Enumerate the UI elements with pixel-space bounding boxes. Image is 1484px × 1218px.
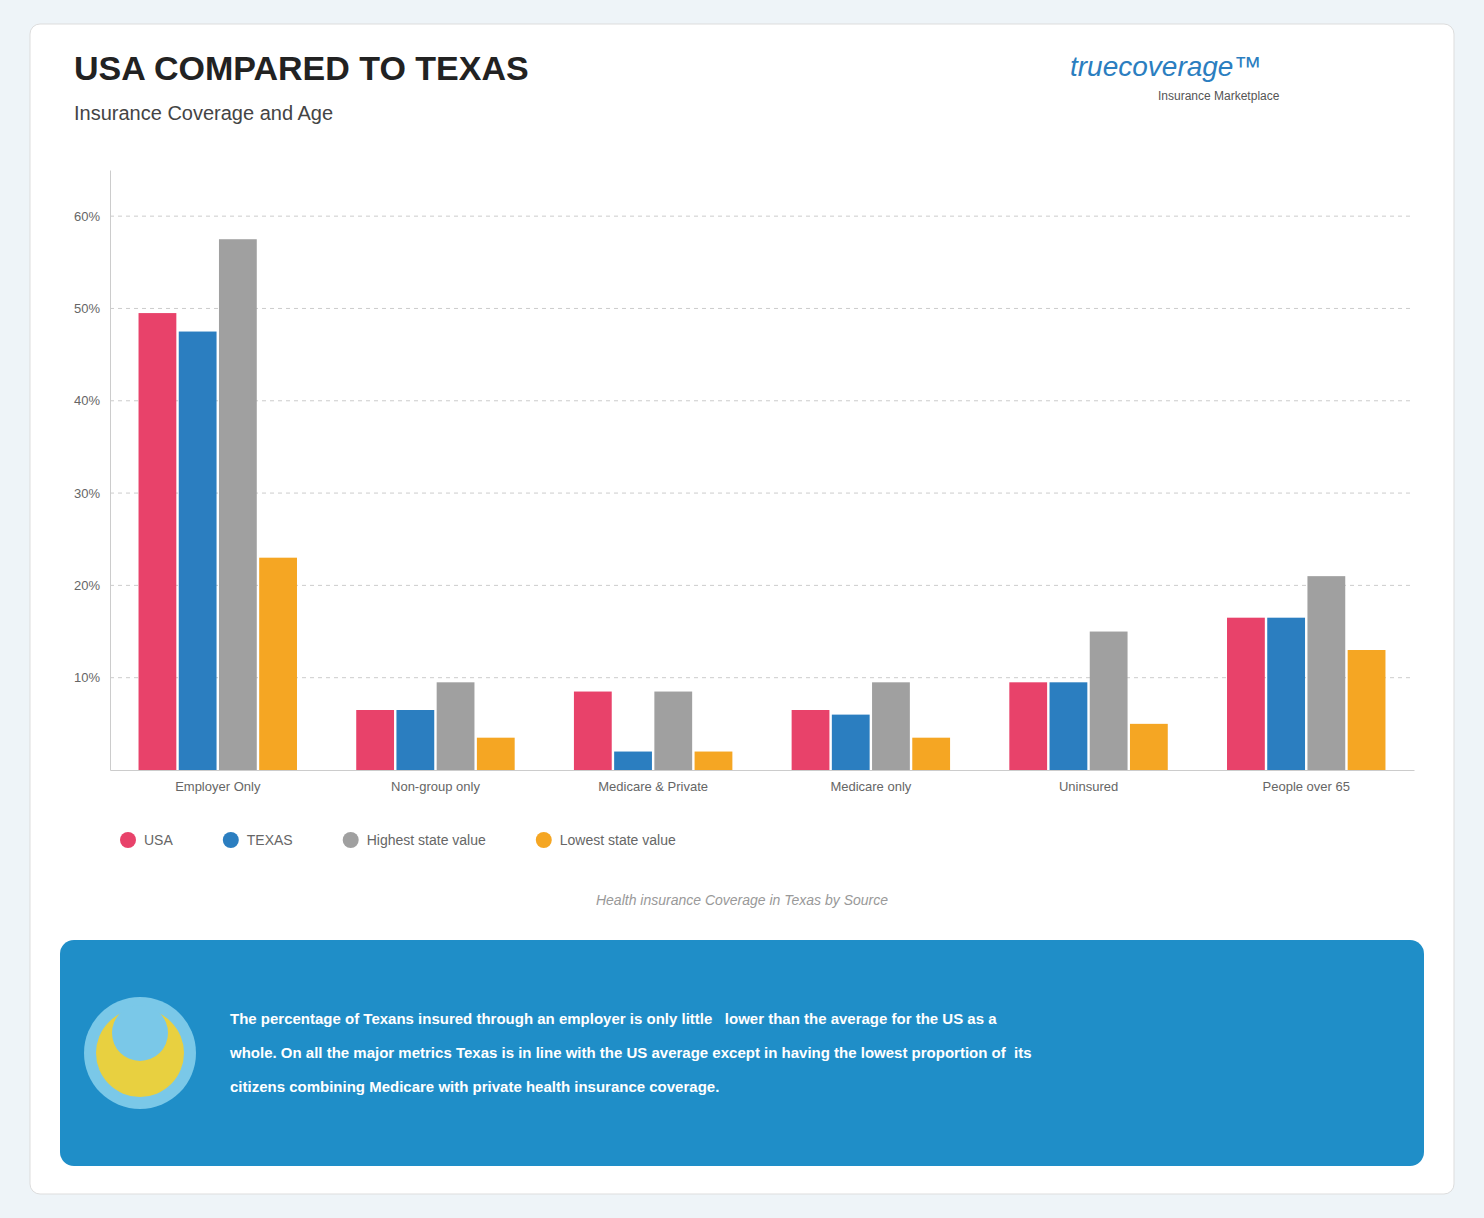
tick: 60% xyxy=(74,209,110,224)
source-label: Health insurance Coverage in Texas by So… xyxy=(596,892,888,908)
tick-label: 50% xyxy=(74,301,100,316)
tick: 30% xyxy=(74,486,110,501)
bar-series xyxy=(139,313,1265,770)
grid-line xyxy=(110,400,1414,401)
tick-label: 10% xyxy=(74,670,100,685)
bar xyxy=(695,752,733,770)
tick: People over 65 xyxy=(1263,779,1350,794)
bar-series xyxy=(259,558,1385,770)
bar xyxy=(912,738,950,770)
bars xyxy=(139,239,1386,770)
bar xyxy=(1009,682,1047,770)
info-icon xyxy=(112,1005,168,1061)
tick: Medicare & Private xyxy=(598,779,708,794)
info-text: The percentage of Texans insured through… xyxy=(230,1010,997,1027)
axis-line xyxy=(110,171,111,771)
legend-item: USA xyxy=(120,832,173,848)
grid-line xyxy=(110,308,1414,309)
tick: Employer Only xyxy=(175,779,261,794)
tick: 20% xyxy=(74,578,110,593)
legend-swatch xyxy=(343,832,359,848)
bar xyxy=(792,710,830,770)
tick: 10% xyxy=(74,670,110,685)
logo-subtitle: Insurance Marketplace xyxy=(1158,89,1280,103)
bar xyxy=(219,239,257,770)
card xyxy=(30,24,1454,1194)
bar xyxy=(1130,724,1168,770)
bar xyxy=(1090,632,1128,770)
tick-label: Medicare & Private xyxy=(598,779,708,794)
bar xyxy=(872,682,910,770)
tick-label: 30% xyxy=(74,486,100,501)
tick-label: Employer Only xyxy=(175,779,261,794)
legend-item: Lowest state value xyxy=(536,832,676,848)
x-axis: Employer Only Non-group only Medicare & Pr… xyxy=(111,771,1415,795)
title: USA COMPARED TO TEXAS xyxy=(74,49,529,87)
info-box xyxy=(60,940,1424,1166)
tick-label: Non-group only xyxy=(391,779,480,794)
legend-label: Lowest state value xyxy=(560,832,676,848)
legend-swatch xyxy=(120,832,136,848)
tick: Non-group only xyxy=(391,779,480,794)
grid-line xyxy=(110,216,1414,217)
bar xyxy=(477,738,515,770)
bar xyxy=(1050,682,1088,770)
grid-line xyxy=(110,585,1414,586)
tick: Medicare only xyxy=(830,779,911,794)
bar xyxy=(179,332,217,770)
subtitle: Insurance Coverage and Age xyxy=(74,102,333,124)
logo: truecoverage™ xyxy=(1070,51,1261,82)
bar xyxy=(1227,618,1265,770)
legend: USA TEXAS Highest state value Lowest state … xyxy=(120,832,676,848)
tick: 50% xyxy=(74,301,110,316)
legend-item: TEXAS xyxy=(223,832,293,848)
bar-series xyxy=(219,239,1345,770)
axis-line xyxy=(111,770,1415,771)
tick-label: Uninsured xyxy=(1059,779,1118,794)
tick-label: 40% xyxy=(74,393,100,408)
bar xyxy=(139,313,177,770)
legend-swatch xyxy=(536,832,552,848)
grid xyxy=(110,216,1414,678)
bar xyxy=(356,710,394,770)
y-axis: 10% 20% 30% 40% 50% 60% xyxy=(74,171,111,771)
bar xyxy=(1307,576,1345,770)
bar xyxy=(832,715,870,770)
bar xyxy=(574,692,612,770)
bar xyxy=(654,692,692,770)
bar xyxy=(437,682,475,770)
info-icon xyxy=(84,997,196,1109)
bar xyxy=(614,752,652,770)
bar xyxy=(1267,618,1305,770)
bar xyxy=(1348,650,1386,770)
legend-label: Highest state value xyxy=(367,832,486,848)
legend-swatch xyxy=(223,832,239,848)
tick-label: People over 65 xyxy=(1263,779,1350,794)
legend-label: USA xyxy=(144,832,173,848)
grid-line xyxy=(110,493,1414,494)
bar-series xyxy=(179,332,1305,770)
plot: 10% 20% 30% 40% 50% 60% Employer Only Non-group… xyxy=(74,171,1415,795)
grid-line xyxy=(110,677,1414,678)
tick-label: 60% xyxy=(74,209,100,224)
page-background xyxy=(0,0,1484,1218)
legend-label: TEXAS xyxy=(247,832,293,848)
info-text: citizens combining Medicare with private… xyxy=(230,1078,719,1095)
bar xyxy=(396,710,434,770)
chart-svg: USA COMPARED TO TEXAS Insurance Coverage … xyxy=(0,0,1484,1218)
bar xyxy=(259,558,297,770)
tick-label: Medicare only xyxy=(830,779,911,794)
tick-label: 20% xyxy=(74,578,100,593)
tick: Uninsured xyxy=(1059,779,1118,794)
info-text: whole. On all the major metrics Texas is… xyxy=(229,1044,1032,1061)
legend-item: Highest state value xyxy=(343,832,486,848)
tick: 40% xyxy=(74,393,110,408)
